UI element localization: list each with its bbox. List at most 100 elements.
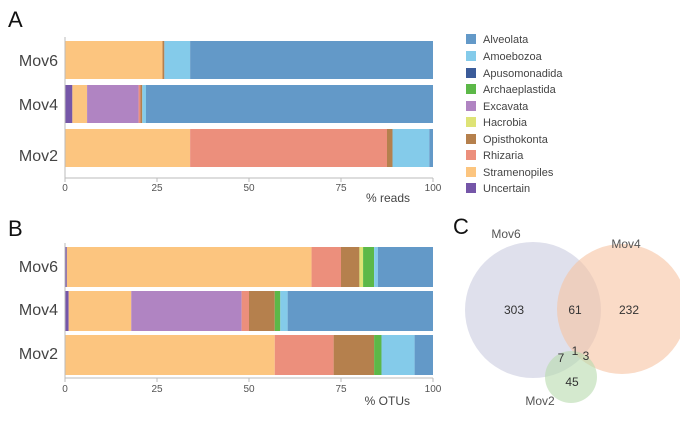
bar-segment-mov4-stramenopiles: [72, 85, 88, 123]
panel-a-x-tick-label: 100: [425, 183, 442, 194]
panel-b-x-tick-label: 100: [425, 384, 442, 395]
panel-b-category-label: Mov2: [19, 346, 58, 363]
legend-swatch-hacrobia: [466, 117, 476, 127]
bar-segment-mov4-opisthokonta: [249, 291, 275, 331]
panel-b-chart: Mov6 Mov4 Mov2 0 25 50 75 100 % OTUs: [19, 243, 442, 408]
legend-label-archaeplastida: Archaeplastida: [483, 84, 557, 96]
legend-swatch-rhizaria: [466, 150, 476, 160]
bar-segment-mov4-excavata: [131, 291, 242, 331]
panel-a-letter: A: [8, 7, 23, 32]
bar-segment-mov6-alveolata: [377, 247, 433, 287]
bar-segment-mov4-uncertain: [65, 291, 69, 331]
venn-set-label-mov6: Mov6: [491, 227, 521, 241]
bar-segment-mov4-alveolata: [287, 291, 433, 331]
bar-segment-mov4-rhizaria: [138, 85, 141, 123]
bar-segment-mov2-rhizaria: [190, 129, 387, 167]
legend-label-stramenopiles: Stramenopiles: [483, 167, 554, 179]
bar-segment-mov2-opisthokonta: [333, 335, 375, 375]
venn-count-mov6-only: 303: [504, 303, 524, 317]
panel-a-x-tick-label: 75: [335, 183, 347, 194]
bar-segment-mov6-opisthokonta: [162, 41, 165, 79]
bar-segment-mov6-stramenopiles: [66, 247, 312, 287]
venn-circle-mov4: [557, 244, 680, 374]
venn-count-mov6-mov2: 7: [558, 351, 565, 365]
bar-segment-mov6-amoebozoa: [374, 247, 378, 287]
bar-segment-mov4-amoebozoa: [142, 85, 146, 123]
panel-a-x-axis-title: % reads: [366, 191, 410, 205]
bar-segment-mov4-excavata: [87, 85, 139, 123]
bar-segment-mov4-alveolata: [145, 85, 433, 123]
legend-label-hacrobia: Hacrobia: [483, 117, 528, 129]
venn-count-mov4-only: 232: [619, 303, 639, 317]
panel-a-category-label: Mov6: [19, 53, 58, 70]
legend-swatch-alveolata: [466, 34, 476, 44]
panel-a-bars: [65, 41, 433, 167]
bar-segment-mov4-uncertain: [65, 85, 73, 123]
bar-segment-mov2-amoebozoa: [381, 335, 415, 375]
venn-diagram: Mov6 Mov4 Mov2 303 232 61 1 7 3 45: [465, 227, 680, 408]
legend-swatch-amoebozoa: [466, 51, 476, 61]
panel-b-category-label: Mov4: [19, 302, 58, 319]
bar-segment-mov6-amoebozoa: [164, 41, 191, 79]
bar-segment-mov2-alveolata: [414, 335, 433, 375]
bar-segment-mov2-archaeplastida: [374, 335, 382, 375]
panel-b-bars: [65, 247, 433, 375]
legend: Alveolata Amoebozoa Apusomonadida Archae…: [466, 34, 563, 195]
panel-b-x-axis-title: % OTUs: [365, 394, 410, 408]
bar-segment-mov6-rhizaria: [311, 247, 341, 287]
bar-segment-mov6-archaeplastida: [363, 247, 375, 287]
bar-segment-mov6-uncertain: [65, 247, 67, 287]
bar-segment-mov4-amoebozoa: [280, 291, 288, 331]
panel-a-category-label: Mov2: [19, 148, 58, 165]
bar-segment-mov2-stramenopiles: [65, 129, 191, 167]
panel-b-category-label: Mov6: [19, 259, 58, 276]
bar-segment-mov4-rhizaria: [241, 291, 249, 331]
bar-segment-mov6-hacrobia: [359, 247, 364, 287]
legend-swatch-opisthokonta: [466, 134, 476, 144]
bar-segment-mov2-amoebozoa: [392, 129, 430, 167]
venn-circle-mov2: [545, 351, 597, 403]
bar-segment-mov4-opisthokonta: [140, 85, 143, 123]
legend-label-rhizaria: Rhizaria: [483, 150, 524, 162]
venn-count-all-three: 1: [572, 344, 579, 358]
panel-a-x-tick-label: 0: [62, 183, 68, 194]
panel-a-x-tick-label: 25: [151, 183, 163, 194]
legend-swatch-archaeplastida: [466, 84, 476, 94]
legend-swatch-uncertain: [466, 183, 476, 193]
legend-label-uncertain: Uncertain: [483, 183, 530, 195]
panel-b-x-tick-label: 25: [151, 384, 163, 395]
legend-label-amoebozoa: Amoebozoa: [483, 51, 543, 63]
legend-swatch-apusomonadida: [466, 68, 476, 78]
bar-segment-mov2-rhizaria: [274, 335, 334, 375]
legend-label-opisthokonta: Opisthokonta: [483, 134, 549, 146]
bar-segment-mov6-opisthokonta: [341, 247, 360, 287]
bar-segment-mov6-alveolata: [190, 41, 433, 79]
bar-segment-mov4-archaeplastida: [274, 291, 281, 331]
legend-label-apusomonadida: Apusomonadida: [483, 68, 563, 80]
panel-a-chart: Mov6 Mov4 Mov2 0 25 50 75 100 % reads: [19, 37, 442, 205]
bar-segment-mov6-stramenopiles: [65, 41, 163, 79]
bar-segment-mov4-stramenopiles: [68, 291, 132, 331]
panel-a-category-label: Mov4: [19, 97, 58, 114]
panel-c-letter: C: [453, 214, 469, 239]
panel-a-x-tick-label: 50: [243, 183, 255, 194]
panel-b-x-tick-label: 50: [243, 384, 255, 395]
panel-b-letter: B: [8, 216, 23, 241]
panel-b-x-tick-label: 75: [335, 384, 347, 395]
venn-set-label-mov2: Mov2: [525, 394, 555, 408]
venn-set-label-mov4: Mov4: [611, 237, 641, 251]
panel-a-ticks: [64, 178, 434, 182]
legend-label-excavata: Excavata: [483, 101, 529, 113]
legend-swatch-stramenopiles: [466, 167, 476, 177]
venn-count-mov6-mov4: 61: [568, 303, 582, 317]
venn-count-mov4-mov2: 3: [583, 349, 590, 363]
panel-b-x-tick-label: 0: [62, 384, 68, 395]
bar-segment-mov2-stramenopiles: [65, 335, 275, 375]
venn-count-mov2-only: 45: [565, 375, 579, 389]
bar-segment-mov2-alveolata: [429, 129, 433, 167]
legend-label-alveolata: Alveolata: [483, 34, 529, 46]
legend-swatch-excavata: [466, 101, 476, 111]
bar-segment-mov2-opisthokonta: [387, 129, 393, 167]
panel-b-ticks: [64, 378, 434, 382]
